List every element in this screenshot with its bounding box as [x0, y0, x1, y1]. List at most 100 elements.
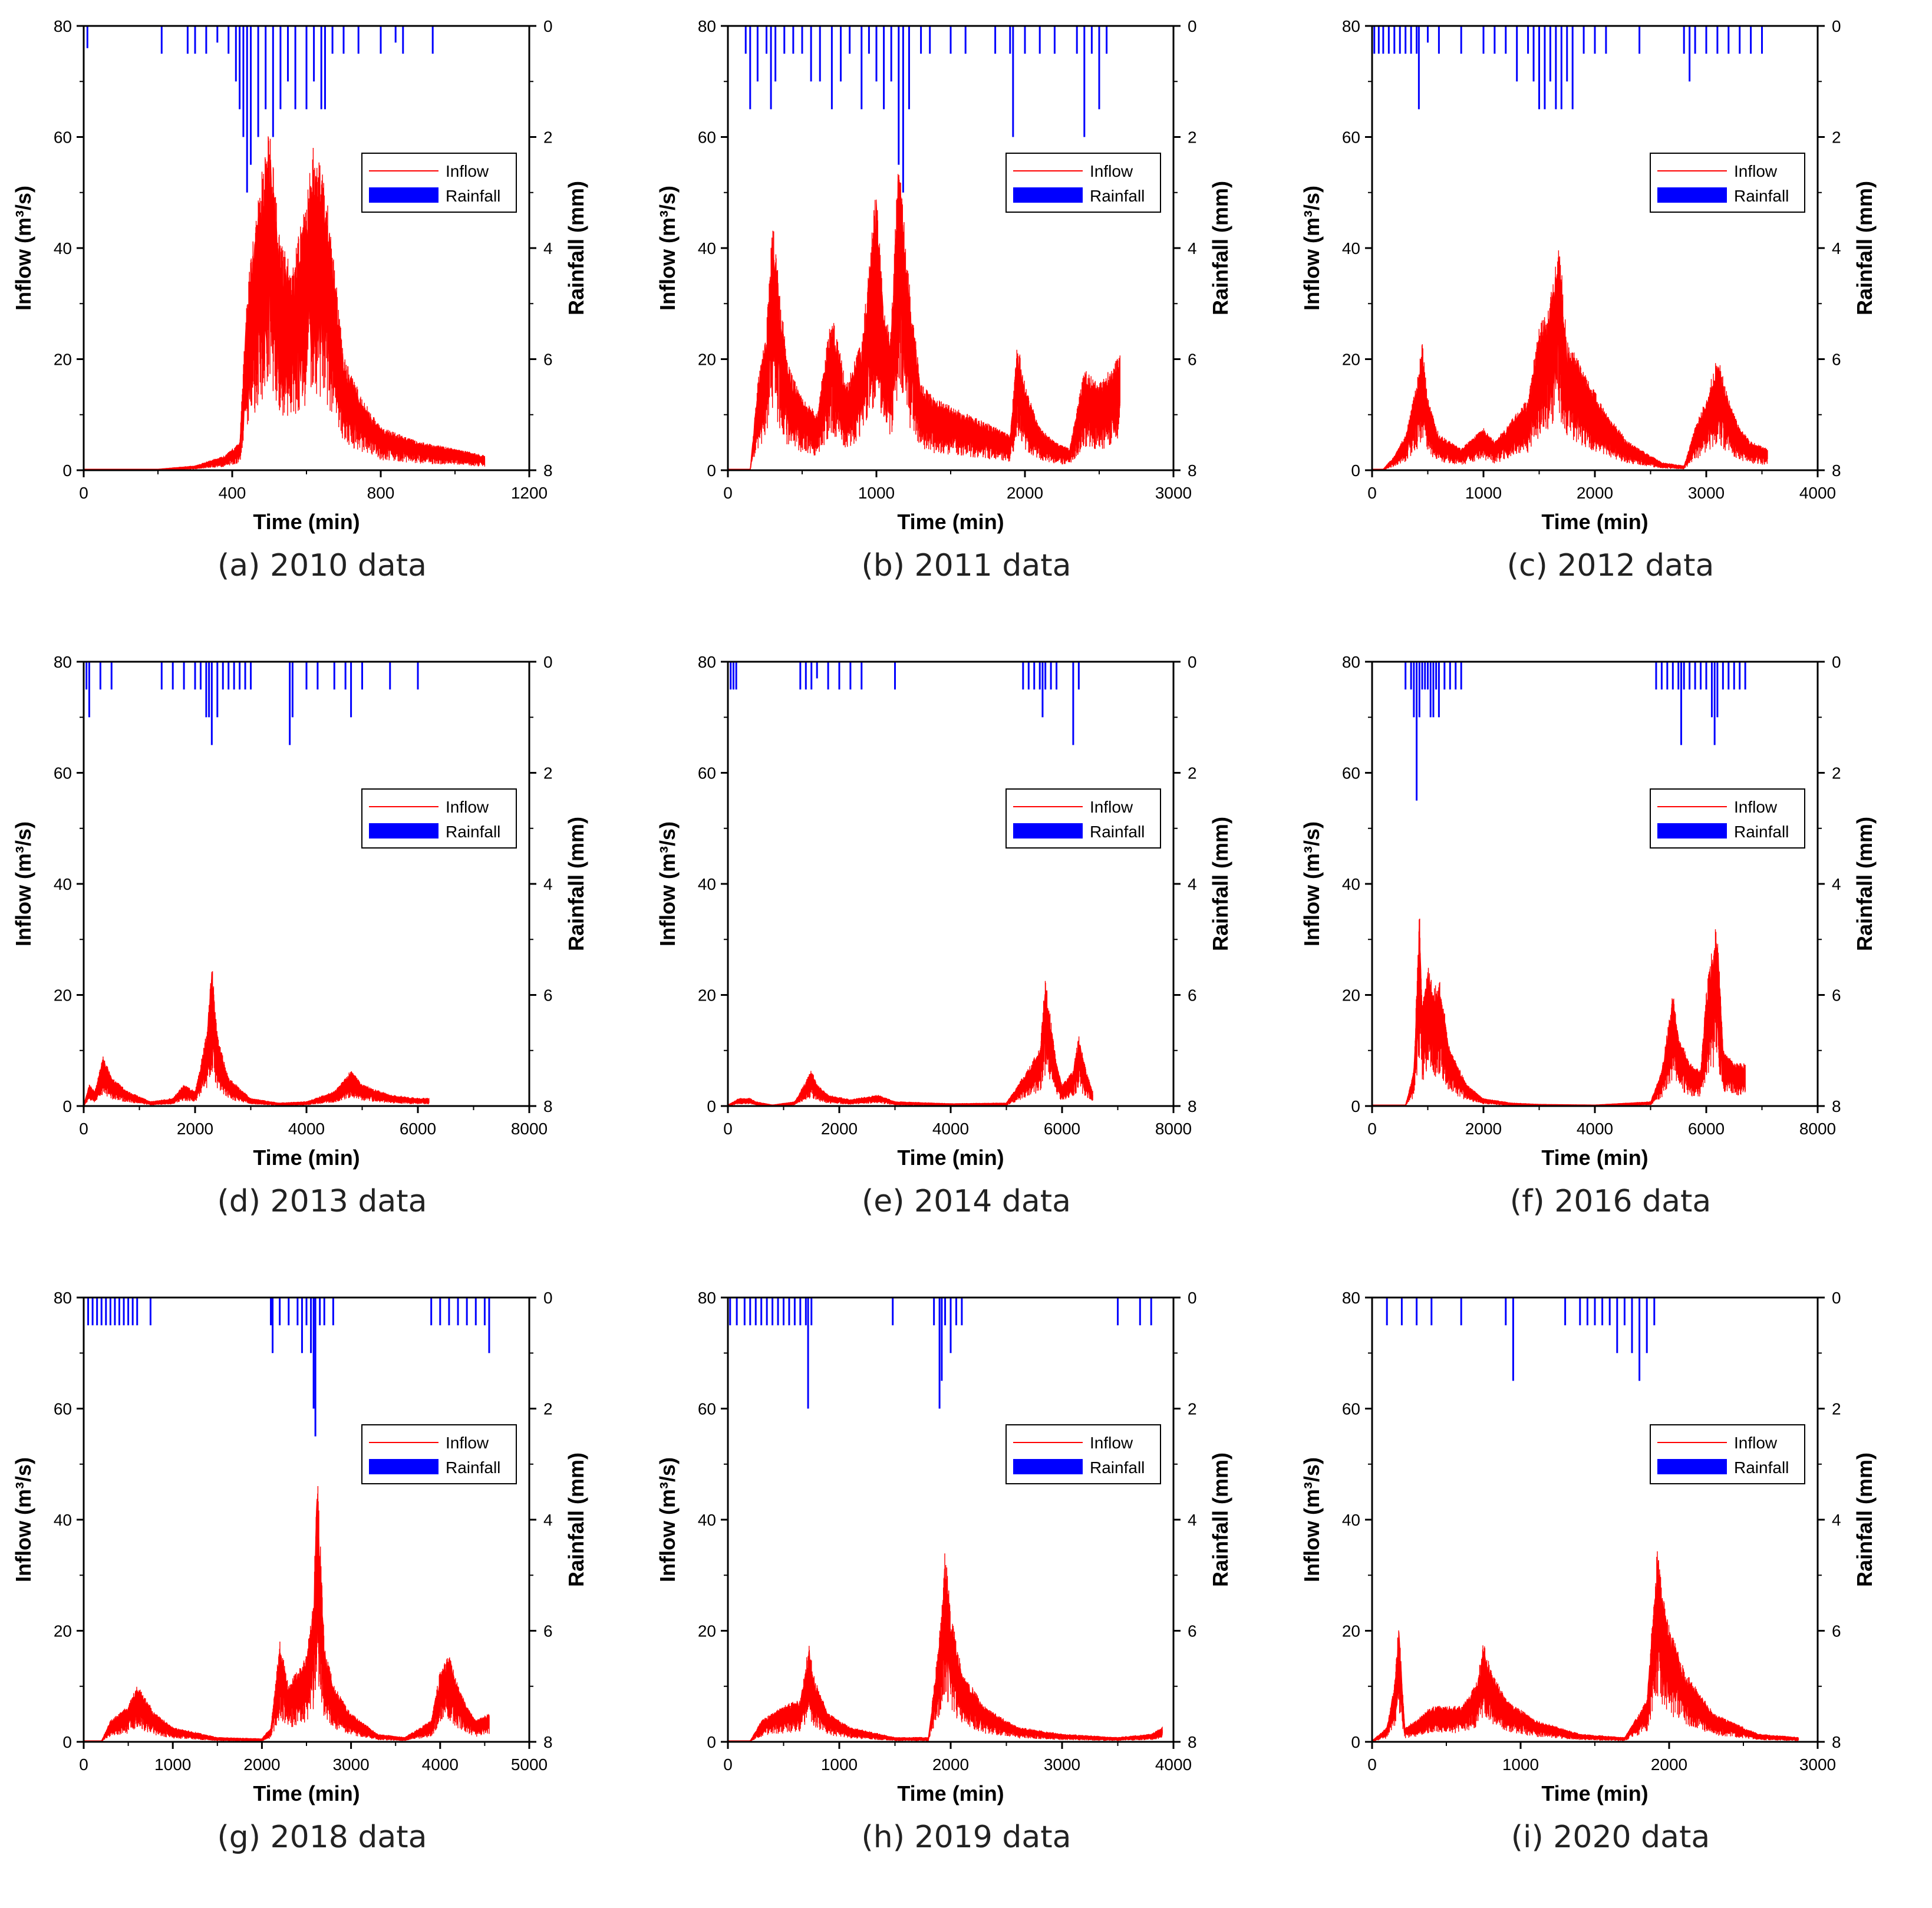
- inflow-band: [83, 972, 430, 1107]
- y-tick-label: 20: [698, 1622, 716, 1640]
- x-tick-label: 0: [79, 1120, 88, 1138]
- y2-tick-label: 2: [543, 1400, 553, 1418]
- x-tick-label: 0: [1367, 1120, 1377, 1138]
- y2-tick-label: 0: [1188, 17, 1197, 35]
- y2-tick-label: 8: [1188, 1097, 1197, 1115]
- chart-panel: 0 2000 4000 6000 8000 0 20 40 60 80 0 2 4 6 8 Time (min…: [644, 636, 1288, 1272]
- y-tick-label: 80: [1342, 653, 1360, 671]
- x-axis-label: Time (min): [253, 1146, 360, 1170]
- x-tick-label: 6000: [1044, 1120, 1080, 1138]
- x-tick-label: 8000: [1799, 1120, 1836, 1138]
- x-tick-label: 3000: [1688, 484, 1725, 502]
- inflow-line: [1383, 250, 1768, 470]
- x-tick-label: 1000: [1465, 484, 1502, 502]
- legend: Inflow Rainfall: [1650, 788, 1805, 849]
- y-tick-label: 60: [698, 764, 716, 783]
- y-tick-label: 20: [1342, 1622, 1360, 1640]
- y-tick-label: 20: [698, 351, 716, 369]
- legend-rainfall-swatch: [1657, 823, 1727, 839]
- y-tick-label: 60: [54, 128, 72, 147]
- x-axis-label: Time (min): [253, 510, 360, 534]
- chart-svg: 0 1000 2000 3000 4000 5000 0 20 40 60 80 0 2 4 6 8 Time …: [11, 1289, 588, 1805]
- legend-rainfall-swatch: [369, 187, 439, 203]
- y2-tick-label: 0: [1832, 17, 1841, 35]
- x-tick-label: 4000: [932, 1120, 969, 1138]
- legend-rainfall-label: Rainfall: [446, 1458, 500, 1477]
- y2-axis-label: Rainfall (mm): [1852, 817, 1877, 951]
- chart-panel: 0 1000 2000 3000 4000 0 20 40 60 80 0 2 4 6 8 Time (min…: [1288, 0, 1932, 636]
- y-tick-label: 60: [1342, 764, 1360, 783]
- inflow-line: [1405, 919, 1746, 1106]
- chart-svg: 0 1000 2000 3000 0 20 40 60 80 0 2 4 6 8 Time (min) Inf…: [655, 17, 1232, 534]
- x-tick-label: 0: [723, 1755, 733, 1774]
- legend-rainfall-swatch: [1657, 1459, 1727, 1474]
- chart-panel: 0 1000 2000 3000 0 20 40 60 80 0 2 4 6 8 Time (min) Inf…: [1288, 1272, 1932, 1907]
- y2-tick-label: 8: [1832, 1733, 1841, 1751]
- panel-caption: (b) 2011 data: [861, 548, 1071, 583]
- y2-tick-label: 0: [1832, 653, 1841, 671]
- x-tick-label: 2000: [1007, 484, 1043, 502]
- x-tick-label: 8000: [511, 1120, 548, 1138]
- x-tick-label: 0: [723, 1120, 733, 1138]
- x-tick-label: 400: [219, 484, 246, 502]
- legend-rainfall-label: Rainfall: [1734, 1458, 1789, 1477]
- y-tick-label: 80: [698, 17, 716, 35]
- panel-caption: (h) 2019 data: [861, 1820, 1071, 1855]
- y2-tick-label: 6: [1832, 986, 1841, 1005]
- x-tick-label: 0: [79, 484, 88, 502]
- legend-inflow-label: Inflow: [1734, 162, 1778, 180]
- y2-tick-label: 8: [1188, 461, 1197, 480]
- y-axis-label: Inflow (m³/s): [1300, 1457, 1324, 1582]
- x-tick-label: 4000: [1799, 484, 1836, 502]
- y-tick-label: 0: [62, 1733, 72, 1751]
- y2-tick-label: 4: [1188, 239, 1197, 258]
- y2-tick-label: 4: [543, 239, 553, 258]
- y2-tick-label: 2: [1188, 1400, 1197, 1418]
- legend-rainfall-label: Rainfall: [1090, 823, 1145, 841]
- y2-tick-label: 2: [1832, 1400, 1841, 1418]
- chart-svg: 0 2000 4000 6000 8000 0 20 40 60 80 0 2 4 6 8 Time (min…: [655, 653, 1232, 1170]
- chart-panel: 0 2000 4000 6000 8000 0 20 40 60 80 0 2 4 6 8 Time (min…: [1288, 636, 1932, 1272]
- y-axis-label: Inflow (m³/s): [11, 821, 35, 946]
- y-tick-label: 80: [1342, 1289, 1360, 1307]
- y-tick-label: 40: [698, 875, 716, 893]
- legend: Inflow Rainfall: [1005, 153, 1161, 213]
- y2-tick-label: 0: [543, 1289, 553, 1307]
- chart-panel: 0 1000 2000 3000 4000 5000 0 20 40 60 80 0 2 4 6 8 Time …: [0, 1272, 644, 1907]
- y2-tick-label: 8: [543, 1097, 553, 1115]
- y2-tick-label: 4: [1832, 1511, 1841, 1529]
- legend-inflow-label: Inflow: [1090, 162, 1133, 180]
- legend: Inflow Rainfall: [361, 153, 517, 213]
- y-tick-label: 0: [1351, 1097, 1360, 1115]
- y2-tick-label: 4: [543, 1511, 553, 1529]
- x-tick-label: 8000: [1155, 1120, 1192, 1138]
- y2-axis-label: Rainfall (mm): [1208, 817, 1232, 951]
- legend-rainfall-label: Rainfall: [446, 187, 500, 205]
- chart-panel: 0 400 800 1200 0 20 40 60 80 0 2 4 6 8 Time (min) Inflo…: [0, 0, 644, 636]
- y2-tick-label: 4: [1832, 239, 1841, 258]
- y-tick-label: 80: [698, 1289, 716, 1307]
- panel-caption: (c) 2012 data: [1506, 548, 1715, 583]
- inflow-line: [1371, 1551, 1799, 1742]
- y2-tick-label: 6: [1832, 351, 1841, 369]
- legend-rainfall-swatch: [1013, 1459, 1083, 1474]
- y-tick-label: 40: [54, 875, 72, 893]
- legend-rainfall-swatch: [1657, 187, 1727, 203]
- y-axis-label: Inflow (m³/s): [1300, 821, 1324, 946]
- x-tick-label: 2000: [1577, 484, 1613, 502]
- y2-tick-label: 6: [1832, 1622, 1841, 1640]
- x-tick-label: 3000: [1799, 1755, 1836, 1774]
- legend-rainfall-label: Rainfall: [1090, 187, 1145, 205]
- x-tick-label: 2000: [243, 1755, 280, 1774]
- y-tick-label: 60: [698, 128, 716, 147]
- x-tick-label: 1000: [1502, 1755, 1539, 1774]
- y-tick-label: 60: [1342, 1400, 1360, 1418]
- x-tick-label: 4000: [1577, 1120, 1613, 1138]
- legend-inflow-label: Inflow: [446, 798, 489, 816]
- inflow-line: [750, 1553, 1163, 1742]
- x-tick-label: 4000: [422, 1755, 459, 1774]
- y-tick-label: 20: [54, 1622, 72, 1640]
- y-tick-label: 60: [54, 1400, 72, 1418]
